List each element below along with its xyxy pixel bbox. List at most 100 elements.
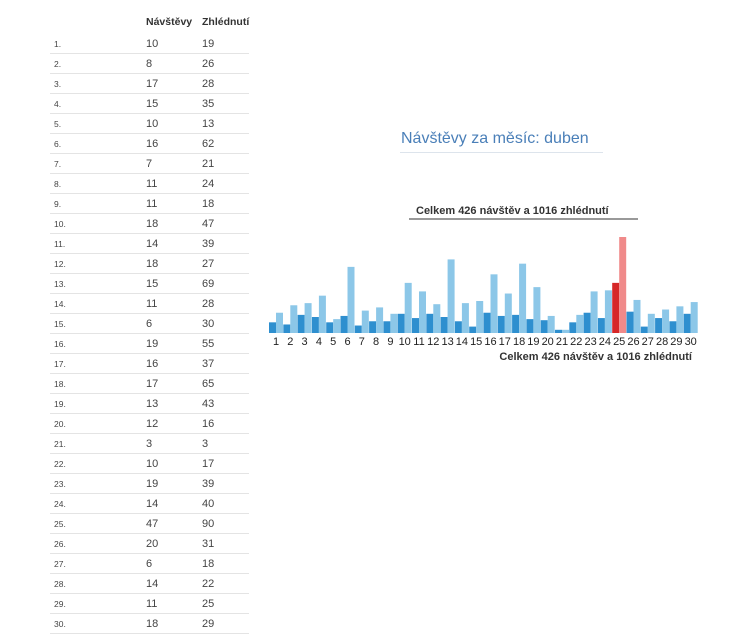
- visits-cell: 20: [142, 533, 198, 554]
- day-cell: 25.: [50, 513, 142, 534]
- table-row: 30. 18 29: [50, 613, 250, 634]
- x-tick-label: 30: [685, 336, 697, 348]
- table-row: 4. 15 35: [50, 93, 250, 114]
- views-bar: [690, 302, 698, 333]
- visits-cell: 14: [142, 233, 198, 254]
- visits-bar: [683, 313, 691, 333]
- views-cell: 62: [198, 133, 250, 154]
- views-cell: 28: [198, 293, 250, 314]
- x-tick-label: 28: [656, 336, 668, 348]
- views-cell: 47: [198, 213, 250, 234]
- x-tick-label: 22: [570, 336, 582, 348]
- visits-cell: 11: [142, 293, 198, 314]
- x-tick-label: 3: [302, 336, 308, 348]
- visits-bar: [326, 322, 334, 333]
- column-header-visits: Návštěvy: [146, 16, 193, 28]
- visits-bar: [540, 320, 548, 333]
- visits-cell: 14: [142, 493, 198, 514]
- visits-bar: [283, 324, 291, 333]
- table-row: 7. 7 21: [50, 153, 250, 174]
- views-bar: [304, 303, 312, 333]
- visits-cell: 11: [142, 593, 198, 614]
- views-bar: [576, 314, 584, 333]
- visits-bar: [583, 312, 591, 333]
- visits-cell: 3: [142, 433, 198, 454]
- day-cell: 5.: [50, 113, 142, 134]
- views-cell: 16: [198, 413, 250, 434]
- table-header-row: Návštěvy Zhlédnutí: [50, 10, 249, 34]
- visits-cell: 17: [142, 73, 198, 94]
- visits-cell: 10: [142, 113, 198, 134]
- table-row: 5. 10 13: [50, 113, 250, 134]
- visits-cell: 16: [142, 133, 198, 154]
- x-tick-label: 14: [456, 336, 468, 348]
- views-bar: [633, 299, 641, 333]
- x-tick-label: 9: [387, 336, 393, 348]
- visits-bar: [497, 315, 505, 333]
- visits-cell: 10: [142, 34, 198, 54]
- visits-bar: [297, 314, 305, 333]
- stats-table: Návštěvy Zhlédnutí 1. 10 19 2. 8 26 3. 17 28 4. 15…: [50, 10, 250, 634]
- day-cell: 22.: [50, 453, 142, 474]
- day-cell: 3.: [50, 73, 142, 94]
- visits-cell: 19: [142, 473, 198, 494]
- views-bar: [361, 310, 369, 333]
- views-bar: [404, 282, 412, 333]
- x-tick-label: 15: [470, 336, 482, 348]
- views-cell: 25: [198, 593, 250, 614]
- chart-title: Celkem 426 návštěv a 1016 zhlédnutí: [416, 205, 610, 217]
- visits-cell: 8: [142, 53, 198, 74]
- table-row: 26. 20 31: [50, 533, 250, 554]
- views-cell: 26: [198, 53, 250, 74]
- table-row: 27. 6 18: [50, 553, 250, 574]
- table-row: 3. 17 28: [50, 73, 250, 94]
- x-tick-label: 18: [513, 336, 525, 348]
- table-row: 18. 17 65: [50, 373, 250, 394]
- x-tick-label: 23: [584, 336, 596, 348]
- visits-bar: [526, 319, 534, 333]
- views-cell: 43: [198, 393, 250, 414]
- visits-bar: [269, 322, 276, 333]
- table-row: 10. 18 47: [50, 213, 250, 234]
- views-cell: 28: [198, 73, 250, 94]
- day-cell: 7.: [50, 153, 142, 174]
- visits-cell: 10: [142, 453, 198, 474]
- day-cell: 8.: [50, 173, 142, 194]
- day-cell: 19.: [50, 393, 142, 414]
- visits-bar: [569, 322, 577, 333]
- visits-bar: [412, 318, 419, 333]
- table-row: 24. 14 40: [50, 493, 250, 514]
- views-cell: 18: [198, 193, 250, 214]
- day-cell: 6.: [50, 133, 142, 154]
- x-tick-label: 19: [527, 336, 539, 348]
- visits-cell: 11: [142, 173, 198, 194]
- views-bar: [419, 291, 426, 333]
- views-cell: 35: [198, 93, 250, 114]
- views-bar: [476, 301, 484, 333]
- x-tick-label: 8: [373, 336, 379, 348]
- day-cell: 29.: [50, 593, 142, 614]
- visits-cell: 18: [142, 253, 198, 274]
- table-row: 28. 14 22: [50, 573, 250, 594]
- x-tick-label: 16: [484, 336, 496, 348]
- views-cell: 21: [198, 153, 250, 174]
- x-tick-label: 10: [399, 336, 411, 348]
- x-tick-label: 29: [670, 336, 682, 348]
- visits-bar: [311, 317, 319, 333]
- views-bar: [562, 329, 569, 333]
- table-row: 25. 47 90: [50, 513, 250, 534]
- visits-cell: 13: [142, 393, 198, 414]
- table-row: 8. 11 24: [50, 173, 250, 194]
- views-cell: 37: [198, 353, 250, 374]
- views-cell: 40: [198, 493, 250, 514]
- day-cell: 2.: [50, 53, 142, 74]
- visits-cell: 14: [142, 573, 198, 594]
- views-cell: 39: [198, 473, 250, 494]
- x-tick-label: 17: [499, 336, 511, 348]
- views-bar: [390, 313, 398, 333]
- visits-bar: [354, 325, 362, 333]
- x-tick-label: 4: [316, 336, 322, 348]
- views-bar: [676, 306, 684, 333]
- visits-cell: 18: [142, 213, 198, 234]
